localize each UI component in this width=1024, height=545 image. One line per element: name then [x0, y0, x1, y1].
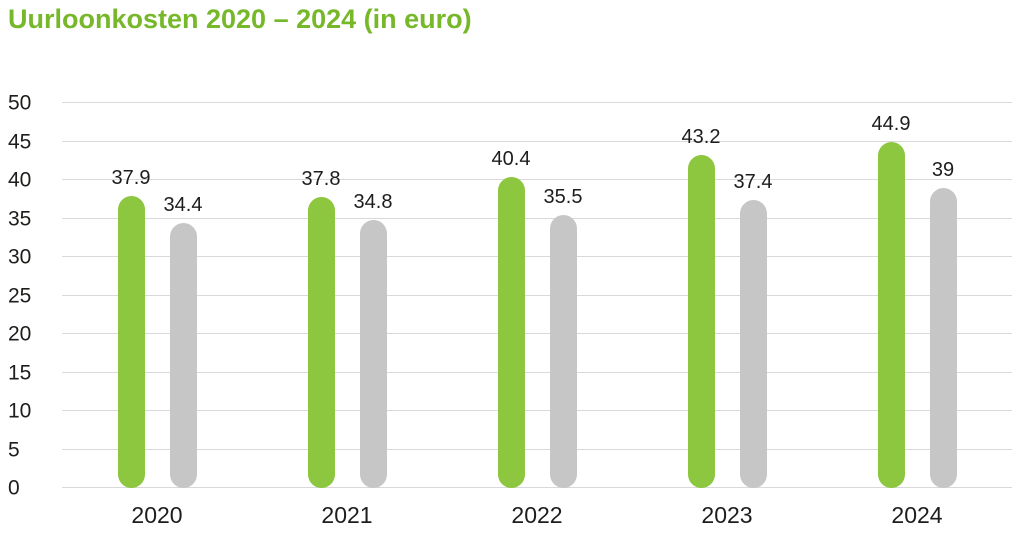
plot-area: 37.9 34.4 37.8 34.8 40.4 35.5 43.2 37.4 44.9 39	[62, 102, 1012, 488]
bar-group: 40.4 35.5	[442, 103, 632, 488]
gridline	[62, 487, 1012, 488]
bar-value-label: 37.8	[301, 167, 341, 190]
y-axis-label: 25	[8, 284, 32, 307]
gridline	[62, 179, 1012, 180]
x-axis-label: 2021	[321, 502, 373, 528]
y-axis-label: 35	[8, 207, 32, 230]
bar-uurloonkosten-grijs: 34.8	[354, 192, 392, 488]
gridline	[62, 102, 1012, 103]
bar-group: 37.8 34.8	[252, 103, 442, 488]
y-axis-label: 0	[8, 476, 20, 500]
bar-value-label: 34.4	[163, 194, 203, 217]
bar-uurloonkosten-grijs: 39	[929, 160, 957, 488]
bar-uurloonkosten-groen: 37.9	[112, 168, 150, 488]
y-axis-label: 5	[8, 438, 20, 461]
bar-value-label: 35.5	[543, 185, 583, 208]
bar-uurloonkosten-grijs: 35.5	[544, 187, 582, 488]
x-axis-label: 2024	[891, 502, 943, 528]
x-axis-label: 2020	[131, 502, 183, 528]
y-axis-label: 15	[8, 361, 32, 384]
gridline	[62, 448, 1012, 450]
bar-value-label: 40.4	[491, 147, 531, 170]
x-axis: 2020 2021 2022 2023 2024	[62, 502, 1012, 530]
bar-uurloonkosten-grijs: 37.4	[734, 172, 772, 488]
bar-value-label: 39	[931, 158, 955, 181]
bar-value-label: 37.4	[733, 171, 773, 194]
x-axis-label: 2022	[511, 502, 563, 528]
y-axis-label: 30	[8, 245, 32, 269]
gridline	[62, 410, 1012, 411]
bar-value-label: 37.9	[111, 167, 151, 190]
bar-value-label: 44.9	[871, 113, 911, 136]
x-axis-label: 2023	[701, 502, 753, 528]
bar-uurloonkosten-grijs: 34.4	[164, 195, 202, 488]
gridline	[62, 140, 1012, 142]
y-axis-label: 40	[8, 168, 32, 192]
chart-title: Uurloonkosten 2020 – 2024 (in euro)	[8, 4, 472, 34]
bar-uurloonkosten-groen: 44.9	[872, 114, 910, 488]
bar-group: 44.9 39	[822, 103, 1012, 488]
bar-group: 43.2 37.4	[632, 103, 822, 488]
gridline	[62, 217, 1012, 219]
bar-value-label: 43.2	[681, 126, 721, 149]
bars-row: 37.9 34.4 37.8 34.8 40.4 35.5 43.2 37.4 44.9 39	[62, 103, 1012, 488]
bar-group: 37.9 34.4	[62, 103, 252, 488]
bar-uurloonkosten-groen: 40.4	[492, 149, 530, 488]
gridline	[62, 333, 1012, 334]
y-axis-label: 20	[8, 322, 32, 346]
gridline	[62, 371, 1012, 373]
bar-uurloonkosten-groen: 43.2	[682, 127, 720, 488]
bar-value-label: 34.8	[353, 191, 393, 214]
gridline	[62, 294, 1012, 296]
bar-uurloonkosten-groen: 37.8	[302, 169, 340, 488]
y-axis: 0 5 10 15 20 25 30 35 40 45 50	[8, 93, 54, 499]
y-axis-label: 10	[8, 399, 32, 423]
gridline	[62, 256, 1012, 257]
y-axis-label: 50	[8, 91, 32, 115]
y-axis-label: 45	[8, 130, 32, 153]
